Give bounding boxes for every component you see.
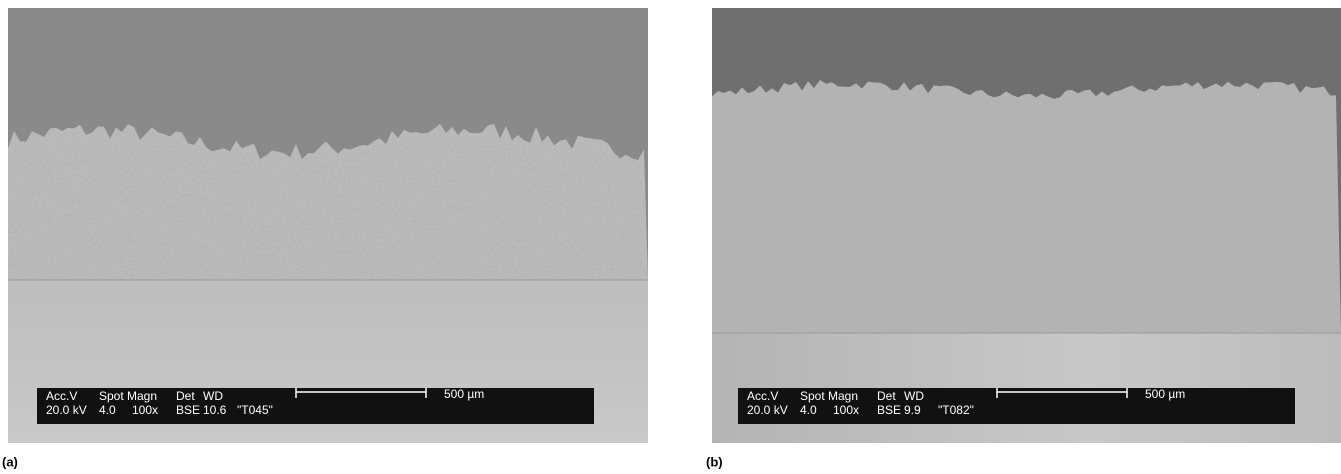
coating-texture <box>712 79 1341 334</box>
info-value: 4.0 <box>99 403 116 417</box>
panel-label: (a) <box>2 454 18 469</box>
info-bar <box>738 388 1295 424</box>
info-header: Magn <box>127 389 157 403</box>
info-header: Spot <box>800 389 825 403</box>
info-header: Acc.V <box>747 389 778 403</box>
micrograph: Acc.V Spot Magn Det WD 20.0 kV 4.0 100x BSE 9.9 "T… <box>712 8 1341 443</box>
info-value: 4.0 <box>800 403 817 417</box>
info-value: BSE <box>877 403 901 417</box>
micrograph: Acc.V Spot Magn Det WD 20.0 kV 4.0 100x BSE 10.6 "… <box>8 8 648 443</box>
info-value: 100x <box>833 403 859 417</box>
info-value: 100x <box>132 403 158 417</box>
info-header: WD <box>904 389 924 403</box>
info-value: 20.0 kV <box>747 403 788 417</box>
scale-label: 500 µm <box>1145 387 1185 401</box>
info-header: WD <box>203 389 223 403</box>
info-header: Acc.V <box>46 389 77 403</box>
info-value: 20.0 kV <box>46 403 87 417</box>
panel-label: (b) <box>706 454 723 469</box>
coating-texture <box>8 123 648 281</box>
info-value: BSE <box>176 403 200 417</box>
info-header: Det <box>877 389 896 403</box>
scale-label: 500 µm <box>444 387 484 401</box>
info-header: Magn <box>828 389 858 403</box>
info-value: "T045" <box>237 403 273 417</box>
info-value: 9.9 <box>904 403 921 417</box>
info-value: 10.6 <box>203 403 227 417</box>
info-bar <box>37 388 594 424</box>
info-value: "T082" <box>938 403 974 417</box>
info-header: Det <box>176 389 195 403</box>
info-header: Spot <box>99 389 124 403</box>
